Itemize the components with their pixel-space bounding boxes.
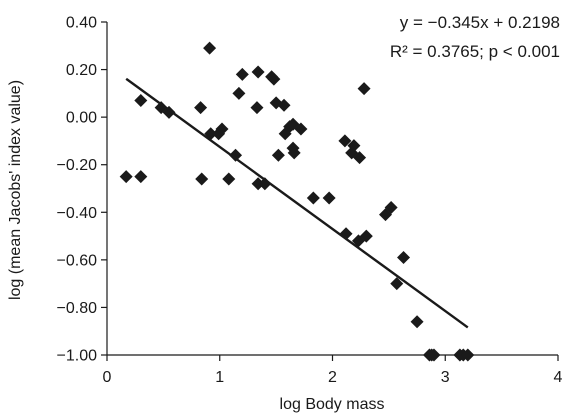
data-point (384, 201, 398, 215)
y-tick-label: −0.40 (57, 205, 98, 222)
data-point (322, 191, 336, 205)
data-point (277, 98, 291, 112)
data-point (134, 170, 148, 184)
data-point (359, 229, 373, 243)
data-point (203, 41, 217, 55)
data-point (119, 170, 133, 184)
data-point (306, 191, 320, 205)
y-axis-label: log (mean Jacobs' index value) (7, 80, 24, 300)
data-point (271, 148, 285, 162)
data-point (134, 93, 148, 107)
data-point (267, 72, 281, 86)
data-point (195, 172, 209, 186)
x-axis-label: log Body mass (280, 396, 385, 413)
x-tick-label: 4 (554, 369, 563, 386)
data-point (222, 172, 236, 186)
x-axis-ticks: 0 1 2 3 4 (103, 355, 563, 386)
data-point (251, 177, 265, 191)
data-point (347, 139, 361, 153)
y-tick-label: −1.00 (57, 348, 98, 365)
data-point (410, 315, 424, 329)
x-tick-label: 0 (103, 369, 112, 386)
data-point (338, 134, 352, 148)
data-point (258, 177, 272, 191)
y-axis-ticks: −1.00 −0.80 −0.60 −0.40 −0.20 0.00 0.20 0.40 (57, 15, 107, 365)
data-point (229, 148, 243, 162)
data-point (287, 146, 301, 160)
y-tick-label: −0.80 (57, 300, 98, 317)
data-point (427, 348, 441, 362)
y-tick-label: 0.40 (66, 15, 97, 32)
regression-equation: y = −0.345x + 0.2198 (400, 13, 560, 32)
data-point (461, 348, 475, 362)
x-tick-label: 1 (215, 369, 224, 386)
data-point (250, 101, 264, 115)
regression-stats: R² = 0.3765; p < 0.001 (390, 42, 560, 61)
data-point (251, 65, 265, 79)
y-tick-label: −0.60 (57, 252, 98, 269)
data-point (294, 122, 308, 136)
y-tick-label: 0.20 (66, 62, 97, 79)
y-tick-label: 0.00 (66, 110, 97, 127)
data-point (397, 250, 411, 264)
data-point (232, 86, 246, 100)
data-points (119, 41, 475, 362)
data-point (353, 151, 367, 165)
data-point (194, 101, 208, 115)
data-point (215, 122, 229, 136)
x-tick-label: 2 (328, 369, 337, 386)
x-tick-label: 3 (441, 369, 450, 386)
y-tick-label: −0.20 (57, 157, 98, 174)
data-point (162, 105, 176, 119)
data-point (357, 82, 371, 96)
data-point (390, 277, 404, 291)
data-point (235, 67, 249, 81)
trend-line (125, 77, 469, 329)
